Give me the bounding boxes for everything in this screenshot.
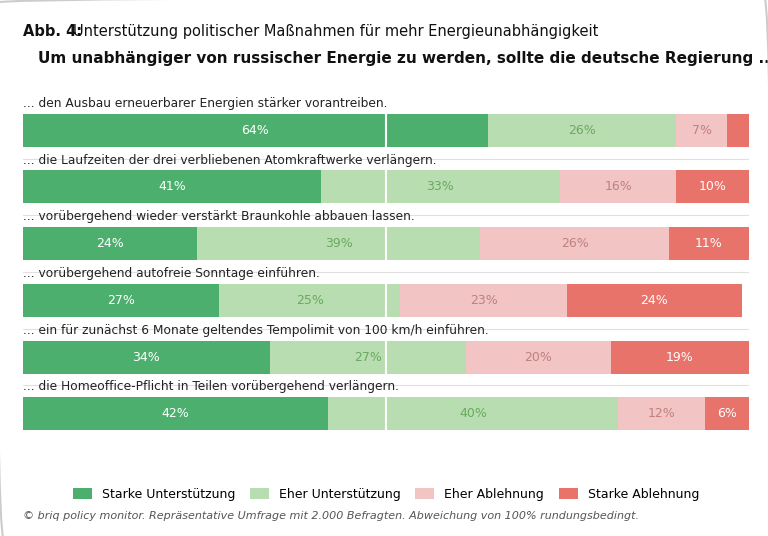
Text: Abb. 4:: Abb. 4:: [23, 24, 82, 39]
Bar: [480, 227, 669, 260]
Text: ... vorübergehend autofreie Sonntage einführen.: ... vorübergehend autofreie Sonntage ein…: [23, 267, 320, 280]
Text: 11%: 11%: [695, 237, 723, 250]
Text: 20%: 20%: [525, 351, 552, 363]
Bar: [465, 341, 611, 374]
Bar: [197, 227, 480, 260]
Legend: Starke Unterstützung, Eher Unterstützung, Eher Ablehnung, Starke Ablehnung: Starke Unterstützung, Eher Unterstützung…: [73, 488, 699, 501]
Text: 27%: 27%: [107, 294, 135, 307]
Bar: [328, 397, 618, 430]
Text: 25%: 25%: [296, 294, 323, 307]
Text: ... die Laufzeiten der drei verbliebenen Atomkraftwerke verlängern.: ... die Laufzeiten der drei verbliebenen…: [23, 153, 437, 167]
Text: 26%: 26%: [561, 237, 588, 250]
Bar: [611, 341, 749, 374]
Bar: [320, 170, 560, 203]
Bar: [23, 284, 219, 317]
Bar: [560, 170, 676, 203]
Text: 7%: 7%: [692, 124, 712, 137]
Bar: [676, 170, 749, 203]
Text: Unterstützung politischer Maßnahmen für mehr Energieunabhängigkeit: Unterstützung politischer Maßnahmen für …: [73, 24, 598, 39]
Text: 34%: 34%: [133, 351, 161, 363]
Text: 10%: 10%: [699, 181, 727, 193]
Text: ... vorübergehend wieder verstärkt Braunkohle abbauen lassen.: ... vorübergehend wieder verstärkt Braun…: [23, 210, 415, 223]
Text: ... den Ausbau erneuerbarer Energien stärker vorantreiben.: ... den Ausbau erneuerbarer Energien stä…: [23, 97, 388, 110]
Bar: [270, 341, 465, 374]
Bar: [23, 397, 328, 430]
Text: ... die Homeoffice-Pflicht in Teilen vorübergehend verlängern.: ... die Homeoffice-Pflicht in Teilen vor…: [23, 381, 399, 393]
Bar: [618, 397, 705, 430]
Text: 24%: 24%: [96, 237, 124, 250]
Text: 33%: 33%: [426, 181, 454, 193]
Text: 24%: 24%: [641, 294, 668, 307]
Bar: [23, 170, 320, 203]
Text: 41%: 41%: [158, 181, 186, 193]
Text: 40%: 40%: [459, 407, 487, 420]
Text: 16%: 16%: [604, 181, 632, 193]
Bar: [23, 341, 270, 374]
Text: 23%: 23%: [470, 294, 498, 307]
Bar: [400, 284, 568, 317]
Text: 42%: 42%: [161, 407, 190, 420]
Bar: [727, 114, 749, 147]
Text: © briq policy monitor. Repräsentative Umfrage mit 2.000 Befragten. Abweichung vo: © briq policy monitor. Repräsentative Um…: [23, 511, 639, 521]
Bar: [488, 114, 677, 147]
Text: 27%: 27%: [354, 351, 382, 363]
Bar: [219, 284, 400, 317]
Text: 12%: 12%: [648, 407, 676, 420]
Text: 6%: 6%: [717, 407, 737, 420]
Bar: [676, 114, 727, 147]
Bar: [705, 397, 749, 430]
Text: 64%: 64%: [241, 124, 269, 137]
Bar: [669, 227, 749, 260]
Text: 26%: 26%: [568, 124, 596, 137]
Text: 39%: 39%: [325, 237, 353, 250]
Text: 19%: 19%: [666, 351, 694, 363]
Bar: [23, 114, 488, 147]
Bar: [23, 227, 197, 260]
Bar: [568, 284, 742, 317]
Text: Um unabhängiger von russischer Energie zu werden, sollte die deutsche Regierung : Um unabhängiger von russischer Energie z…: [38, 51, 768, 66]
Text: ... ein für zunächst 6 Monate geltendes Tempolimit von 100 km/h einführen.: ... ein für zunächst 6 Monate geltendes …: [23, 324, 488, 337]
